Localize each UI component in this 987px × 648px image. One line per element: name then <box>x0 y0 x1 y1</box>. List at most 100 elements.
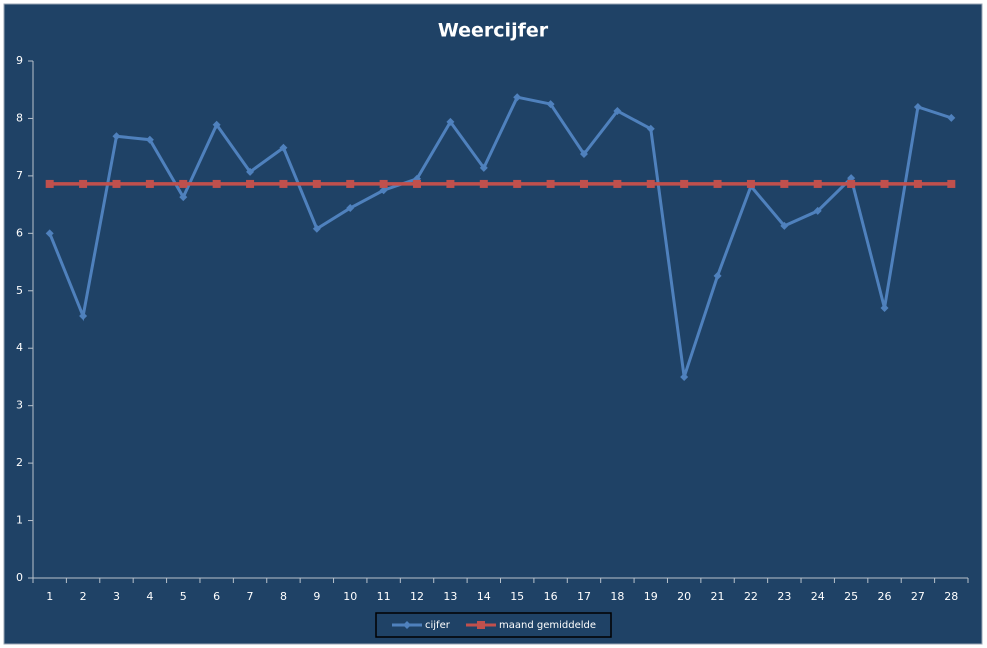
x-tick-label: 10 <box>343 590 357 603</box>
data-point <box>813 206 822 215</box>
data-point <box>312 224 321 233</box>
y-tick-label: 5 <box>16 284 23 297</box>
legend-label: maand gemiddelde <box>499 620 596 631</box>
series-line <box>48 95 952 378</box>
data-point <box>346 204 355 213</box>
data-point <box>680 372 689 381</box>
legend-label: cijfer <box>425 620 451 631</box>
x-tick-label: 15 <box>510 590 524 603</box>
data-point <box>746 179 755 188</box>
data-point <box>379 186 388 195</box>
legend-box <box>375 612 612 638</box>
x-tick-label: 16 <box>544 590 558 603</box>
x-tick-label: 21 <box>711 590 725 603</box>
data-point <box>813 179 822 188</box>
x-tick-label: 13 <box>443 590 457 603</box>
data-point <box>279 143 288 152</box>
data-point <box>279 179 288 188</box>
x-tick-label: 28 <box>944 590 958 603</box>
x-tick-label: 3 <box>113 590 120 603</box>
data-point <box>112 132 121 141</box>
x-tick-label: 25 <box>844 590 858 603</box>
data-point <box>880 179 889 188</box>
data-point <box>246 179 255 188</box>
x-tick-label: 9 <box>313 590 320 603</box>
x-tick-label: 4 <box>146 590 153 603</box>
data-point <box>646 124 655 133</box>
x-tick-label: 2 <box>80 590 87 603</box>
data-point <box>112 179 121 188</box>
data-point <box>546 100 555 109</box>
x-tick-label: 23 <box>777 590 791 603</box>
data-point <box>145 179 154 188</box>
legend-marker <box>403 621 411 629</box>
x-tick-label: 6 <box>213 590 220 603</box>
y-tick-label: 7 <box>16 169 23 182</box>
y-tick-label: 0 <box>16 571 23 584</box>
x-tick-label: 17 <box>577 590 591 603</box>
x-tick-label: 14 <box>477 590 491 603</box>
data-point <box>880 304 889 313</box>
x-tick-label: 7 <box>247 590 254 603</box>
x-tick-label: 5 <box>180 590 187 603</box>
x-tick-label: 26 <box>878 590 892 603</box>
x-tick-label: 8 <box>280 590 287 603</box>
data-point <box>947 179 956 188</box>
data-point <box>79 179 88 188</box>
y-tick-label: 3 <box>16 399 23 412</box>
data-point <box>479 163 488 172</box>
y-tick-label: 6 <box>16 226 23 239</box>
data-point <box>680 179 689 188</box>
data-point <box>413 179 422 188</box>
x-tick-label: 1 <box>46 590 53 603</box>
data-point <box>913 179 922 188</box>
legend-marker <box>477 621 485 629</box>
data-point <box>379 179 388 188</box>
x-tick-label: 22 <box>744 590 758 603</box>
data-point <box>212 120 221 129</box>
chart-area <box>3 3 983 645</box>
data-point <box>579 150 588 159</box>
data-point <box>479 179 488 188</box>
x-tick-label: 18 <box>610 590 624 603</box>
data-point <box>613 106 622 115</box>
data-point <box>780 179 789 188</box>
y-tick-label: 1 <box>16 514 23 527</box>
x-tick-label: 20 <box>677 590 691 603</box>
x-tick-label: 12 <box>410 590 424 603</box>
data-point <box>45 179 54 188</box>
data-point <box>79 312 88 321</box>
y-tick-label: 2 <box>16 456 23 469</box>
data-point <box>446 117 455 126</box>
data-point <box>713 271 722 280</box>
data-point <box>446 179 455 188</box>
data-point <box>579 179 588 188</box>
data-point <box>613 179 622 188</box>
x-tick-label: 27 <box>911 590 925 603</box>
data-point <box>179 193 188 202</box>
data-point <box>847 179 856 188</box>
data-point <box>346 179 355 188</box>
x-tick-label: 11 <box>377 590 391 603</box>
y-tick-label: 8 <box>16 111 23 124</box>
data-point <box>246 167 255 176</box>
data-point <box>145 135 154 144</box>
data-point <box>179 179 188 188</box>
data-point <box>513 179 522 188</box>
data-point <box>913 102 922 111</box>
data-point <box>312 179 321 188</box>
data-point <box>45 229 54 238</box>
x-tick-label: 24 <box>811 590 825 603</box>
data-point <box>780 221 789 230</box>
data-point <box>546 179 555 188</box>
data-point <box>713 179 722 188</box>
chart-title: Weercijfer <box>438 20 549 42</box>
x-tick-label: 19 <box>644 590 658 603</box>
data-point <box>513 93 522 102</box>
y-tick-label: 4 <box>16 341 23 354</box>
data-point <box>947 113 956 122</box>
y-tick-label: 9 <box>16 54 23 67</box>
data-point <box>646 179 655 188</box>
data-point <box>212 179 221 188</box>
